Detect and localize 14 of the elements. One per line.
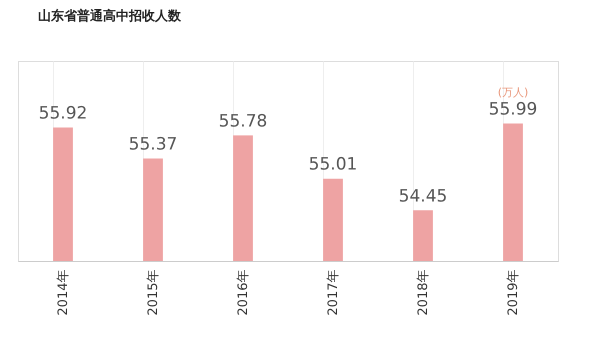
data-label: 55.92 xyxy=(38,103,88,124)
data-label: 55.99 xyxy=(488,100,538,120)
annotation: (万人) xyxy=(498,86,528,99)
x-tick-label: 2017年 xyxy=(326,270,341,316)
x-tick-label: 2016年 xyxy=(236,270,251,316)
data-label: 55.37 xyxy=(128,134,178,154)
x-tick-label: 2018年 xyxy=(416,270,431,316)
data-label: 55.01 xyxy=(308,154,358,175)
chart-title: 山东省普通高中招收人数 xyxy=(38,8,182,24)
x-tick-label: 2014年 xyxy=(56,270,71,316)
x-tick-label: 2019年 xyxy=(506,270,521,316)
data-label: 55.78 xyxy=(218,111,268,132)
x-tick-label: 2015年 xyxy=(146,270,161,316)
data-label: 54.45 xyxy=(398,186,448,206)
